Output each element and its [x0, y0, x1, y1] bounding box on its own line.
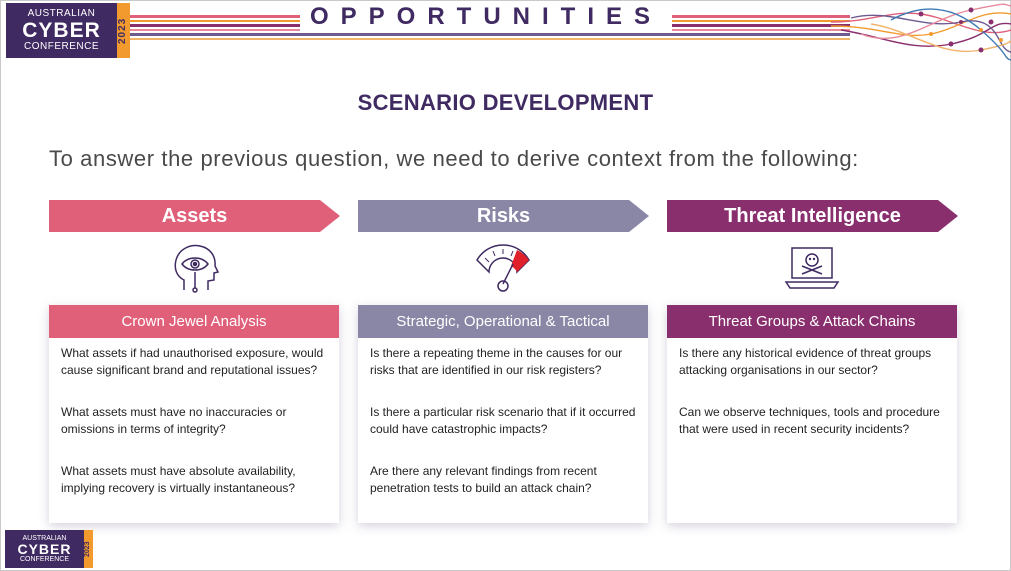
arrow-risks-label: Risks	[476, 204, 531, 227]
laptop-skull-icon	[784, 247, 840, 289]
card-threat-intelligence: Threat Groups & Attack Chains Is there a…	[667, 305, 957, 523]
arrow-assets-label: Assets	[161, 204, 228, 227]
assets-question-2: What assets must have no inaccuracies or…	[61, 405, 287, 436]
arrow-threat-label: Threat Intelligence	[724, 204, 901, 227]
card-assets: Crown Jewel Analysis What assets if had …	[49, 305, 339, 523]
footer-logo-line-3: CONFERENCE	[19, 556, 69, 563]
risks-question-3: Are there any relevant findings from rec…	[370, 464, 597, 495]
arrow-risks: Risks	[358, 200, 649, 232]
arrow-threat-intelligence: Threat Intelligence	[667, 200, 958, 232]
logo-line-2: CYBER	[22, 19, 101, 42]
eye-head-icon	[174, 244, 220, 293]
footer-logo-line-2: CYBER	[17, 541, 72, 557]
gauge-icon	[476, 244, 530, 292]
risks-question-1: Is there a repeating theme in the causes…	[370, 346, 623, 377]
footer-logo-line-1: AUSTRALIAN	[22, 535, 67, 542]
intro-text: To answer the previous question, we need…	[49, 146, 859, 171]
footer-logo: AUSTRALIAN CYBER CONFERENCE 2023	[5, 530, 93, 568]
risks-question-2: Is there a particular risk scenario that…	[370, 405, 636, 436]
logo-line-1: AUSTRALIAN	[27, 8, 96, 19]
section-title: SCENARIO DEVELOPMENT	[357, 90, 654, 115]
card-assets-title: Crown Jewel Analysis	[49, 305, 339, 338]
card-threat-title: Threat Groups & Attack Chains	[667, 305, 957, 338]
card-risks-body: Is there a repeating theme in the causes…	[358, 338, 648, 497]
footer-logo-year: 2023	[84, 530, 93, 568]
logo-year: 2023	[117, 3, 130, 58]
card-risks: Strategic, Operational & Tactical Is the…	[358, 305, 648, 523]
threat-question-1: Is there any historical evidence of thre…	[679, 346, 932, 377]
logo-line-3: CONFERENCE	[23, 41, 99, 52]
assets-question-1: What assets if had unauthorised exposure…	[61, 346, 324, 377]
assets-question-3: What assets must have absolute availabil…	[61, 464, 296, 495]
conference-logo: AUSTRALIAN CYBER CONFERENCE 2023	[6, 3, 130, 58]
header-title: OPPORTUNITIES	[300, 2, 673, 32]
arrow-assets: Assets	[49, 200, 340, 232]
threat-question-2: Can we observe techniques, tools and pro…	[679, 405, 940, 436]
card-risks-title: Strategic, Operational & Tactical	[358, 305, 648, 338]
network-decoration	[831, 3, 1011, 61]
card-assets-body: What assets if had unauthorised exposure…	[49, 338, 339, 497]
card-threat-body: Is there any historical evidence of thre…	[667, 338, 957, 438]
